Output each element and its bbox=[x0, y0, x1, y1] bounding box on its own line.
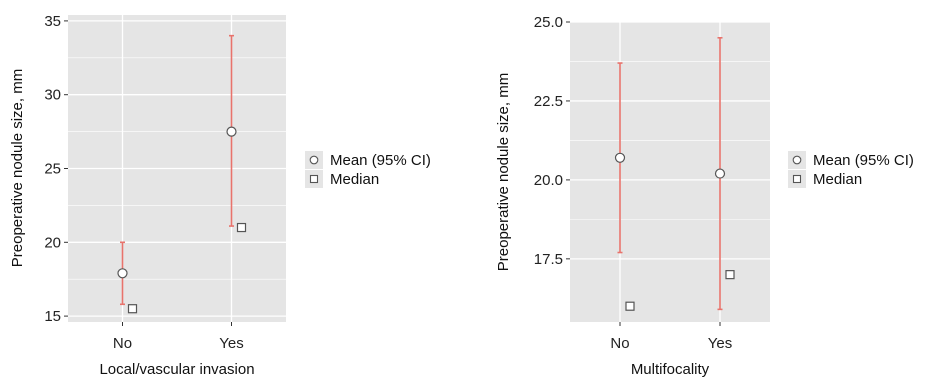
y-axis-label: Preoperative nodule size, mm bbox=[9, 69, 26, 267]
y-axis: 17.5 20.0 22.5 25.0 bbox=[534, 14, 570, 268]
x-axis: No Yes bbox=[610, 322, 732, 352]
y-tick-label: 25 bbox=[44, 161, 61, 178]
legend-circle-icon bbox=[309, 155, 319, 165]
legend-label-mean: Mean (95% CI) bbox=[330, 152, 431, 169]
median-point bbox=[127, 304, 138, 314]
mean-point bbox=[226, 126, 237, 137]
median-point bbox=[625, 301, 635, 311]
chart-local-vascular-invasion: 15 20 25 30 35 No Yes Local/vascular invasion… bbox=[9, 13, 431, 378]
y-tick-label: 15 bbox=[44, 308, 61, 325]
plot-panel bbox=[570, 22, 770, 322]
legend-square-icon bbox=[309, 174, 319, 184]
x-tick-label: No bbox=[113, 335, 132, 352]
x-axis-label: Multifocality bbox=[631, 361, 710, 378]
legend: Mean (95% CI) Median bbox=[305, 151, 431, 188]
mean-point bbox=[117, 268, 128, 279]
x-tick-label: Yes bbox=[219, 335, 243, 352]
x-tick-label: No bbox=[610, 335, 629, 352]
legend-label-median: Median bbox=[813, 171, 862, 188]
mean-point bbox=[714, 168, 726, 179]
chart-multifocality: 17.5 20.0 22.5 25.0 No Yes Multifocality Pre… bbox=[495, 14, 914, 378]
legend-label-median: Median bbox=[330, 171, 379, 188]
legend-circle-icon bbox=[792, 155, 802, 165]
y-tick-label: 30 bbox=[44, 87, 61, 104]
legend-square-icon bbox=[792, 174, 802, 184]
y-tick-label: 17.5 bbox=[534, 251, 563, 268]
y-tick-label: 20.0 bbox=[534, 172, 563, 189]
y-tick-label: 22.5 bbox=[534, 93, 563, 110]
data-marks bbox=[117, 34, 247, 314]
median-point bbox=[236, 222, 247, 233]
y-tick-label: 20 bbox=[44, 234, 61, 251]
y-tick-label: 35 bbox=[44, 13, 61, 30]
median-point bbox=[725, 270, 735, 280]
x-tick-label: Yes bbox=[708, 335, 732, 352]
x-axis: No Yes bbox=[113, 322, 244, 352]
legend-label-mean: Mean (95% CI) bbox=[813, 152, 914, 169]
y-tick-label: 25.0 bbox=[534, 14, 563, 31]
y-axis-label: Preoperative nodule size, mm bbox=[495, 73, 512, 271]
legend: Mean (95% CI) Median bbox=[788, 151, 914, 188]
x-axis-label: Local/vascular invasion bbox=[99, 361, 254, 378]
data-marks bbox=[614, 36, 735, 311]
mean-point bbox=[614, 152, 626, 163]
y-axis: 15 20 25 30 35 bbox=[44, 13, 68, 325]
